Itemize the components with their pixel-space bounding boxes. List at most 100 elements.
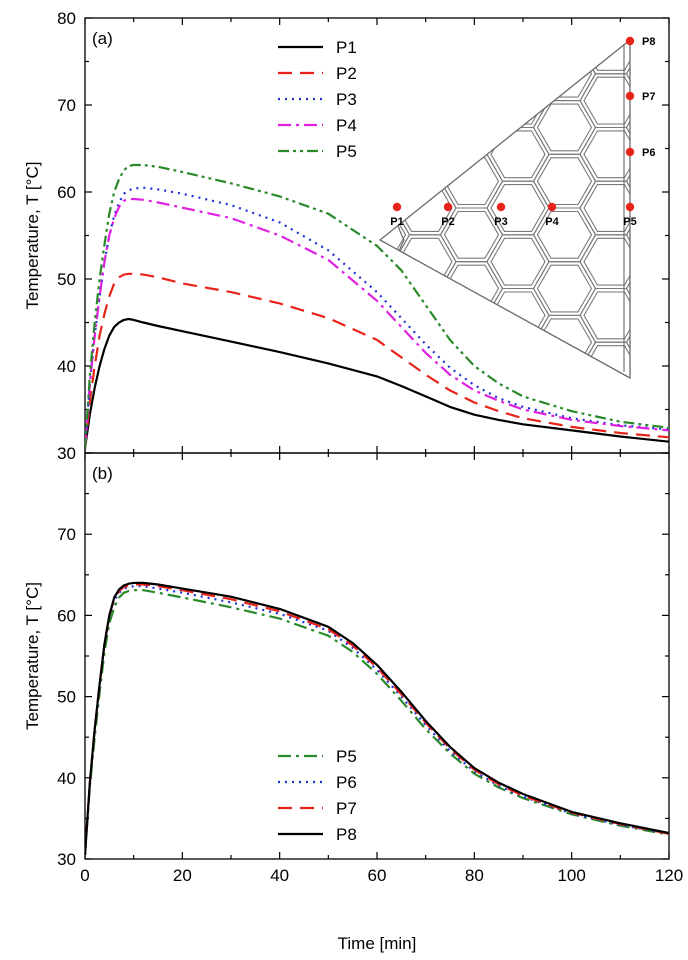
- hex-cell-inner: [584, 0, 638, 17]
- hex-cell: [625, 207, 630, 263]
- hex-cell-inner: [445, 534, 499, 581]
- hex-cell-inner: [443, 371, 500, 378]
- hex-cell-inner: [352, 480, 406, 527]
- hex-cell-inner: [536, 103, 593, 152]
- legend: P1 P2 P3 P4 P5: [278, 38, 357, 161]
- hex-cell: [380, 153, 411, 209]
- hex-cell-inner: [490, 237, 546, 286]
- x-tick-label: 20: [173, 866, 192, 885]
- hex-cell-inner: [305, 292, 359, 339]
- hex-cell-inner: [397, 40, 453, 71]
- hex-cell: [673, 0, 688, 20]
- x-tick-label: 100: [557, 866, 585, 885]
- sensor-point-P8: [625, 36, 635, 46]
- hex-cell-inner: [490, 184, 546, 232]
- hex-cell-inner: [536, 157, 593, 206]
- x-tick-label: 60: [368, 866, 387, 885]
- hex-cell: [627, 477, 688, 531]
- hex-cell-inner: [398, 453, 452, 500]
- hex-cell: [441, 477, 503, 531]
- hex-cell: [532, 40, 597, 48]
- hex-cell: [348, 477, 410, 531]
- hex-cell: [439, 40, 504, 48]
- hex-cell: [487, 503, 549, 557]
- hex-cell-inner: [445, 480, 499, 527]
- hex-cell-inner: [629, 103, 630, 152]
- legend: P5 P6 P7 P8: [278, 747, 357, 844]
- hex-cell-inner: [380, 103, 407, 152]
- hex-cell-inner: [536, 371, 593, 378]
- hex-cell: [393, 40, 457, 75]
- hex-cell-inner: [352, 534, 406, 581]
- hex-cell: [625, 314, 630, 370]
- hex-cell-inner: [380, 40, 407, 45]
- panel-a: 30 40 50 60 70 80 Temperature, T [°C] (a) P1 P2 P3…: [23, 0, 688, 584]
- series-line-P4: [85, 197, 669, 449]
- hex-cell: [673, 181, 688, 235]
- hex-cell-inner: [259, 265, 313, 312]
- hex-cell-inner: [629, 49, 630, 98]
- hex-cell: [394, 503, 456, 557]
- legend-label-P6: P6: [336, 773, 357, 792]
- hex-cell-inner: [305, 507, 359, 554]
- hex-cell: [301, 181, 363, 235]
- sensor-point-P7: [625, 91, 635, 101]
- hex-cell: [439, 314, 504, 370]
- hex-cell: [255, 208, 317, 262]
- sensor-point-P4: [547, 202, 557, 212]
- hex-cell: [348, 423, 410, 477]
- hex-cell: [486, 40, 550, 75]
- hex-cell: [393, 287, 457, 343]
- hex-cell-inner: [584, 453, 638, 500]
- hex-cell: [625, 153, 630, 209]
- hex-cell-inner: [677, 238, 688, 285]
- sensor-label-P5: P5: [623, 216, 636, 228]
- hex-cell-inner: [398, 0, 452, 17]
- plot-frame: [84, 452, 670, 860]
- hex-cell-inner: [398, 507, 452, 554]
- hex-cell-inner: [380, 264, 407, 313]
- y-axis-title: Temperature, T [°C]: [23, 582, 42, 730]
- sensor-label-P6: P6: [642, 147, 655, 159]
- hex-cell-inner: [259, 373, 313, 420]
- hex-cell-inner: [631, 480, 685, 527]
- hex-cell: [301, 289, 363, 343]
- hex-cell-inner: [677, 24, 688, 71]
- y-tick-label: 30: [57, 850, 76, 869]
- sensor-label-P7: P7: [642, 91, 655, 103]
- hex-cell: [394, 450, 456, 504]
- y-tick-label: 60: [57, 183, 76, 202]
- hex-cell: [301, 396, 363, 450]
- hex-cell-inner: [538, 534, 592, 581]
- series-line-P3: [85, 186, 669, 449]
- x-tick-label: 120: [655, 866, 683, 885]
- inset-honeycomb-diagram: P1 P2 P3 P4 P5 P6 P7 P8: [255, 0, 688, 584]
- sensor-label-P2: P2: [441, 216, 454, 228]
- hex-cell-inner: [443, 103, 500, 152]
- hex-cell: [673, 503, 688, 557]
- sensor-label-P3: P3: [494, 216, 507, 228]
- hex-cell: [393, 73, 457, 129]
- hex-cell-inner: [443, 40, 500, 45]
- hex-cell: [673, 128, 688, 182]
- hex-cell: [394, 396, 456, 450]
- hex-cell: [580, 503, 642, 557]
- hex-cell: [673, 289, 688, 343]
- hex-cell: [348, 530, 410, 584]
- sensor-label-P4: P4: [545, 216, 559, 228]
- hex-cell-inner: [629, 318, 630, 367]
- hex-cell-inner: [380, 49, 407, 98]
- hex-cell-inner: [305, 399, 359, 446]
- hex-cell-inner: [631, 534, 685, 581]
- series-line-P1: [85, 317, 669, 449]
- series-line-P8: [85, 581, 669, 855]
- y-tick-label: 60: [57, 606, 76, 625]
- hex-cell: [441, 423, 503, 477]
- hex-cell: [625, 46, 630, 102]
- hex-cell: [534, 477, 596, 531]
- hex-cell: [486, 341, 550, 378]
- hex-cell: [534, 530, 596, 584]
- hex-cell-inner: [677, 292, 688, 339]
- hex-cell-inner: [445, 426, 499, 473]
